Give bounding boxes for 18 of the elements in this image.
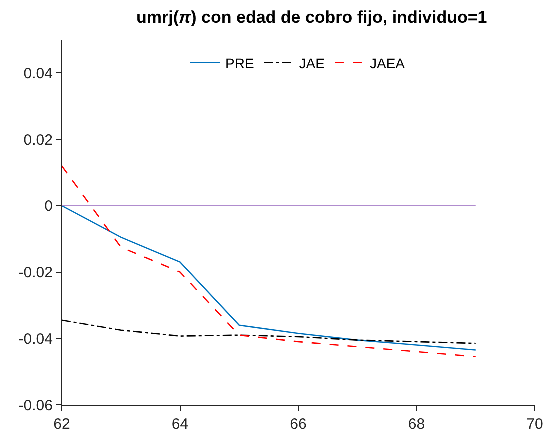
y-tick-label: -0.02 bbox=[18, 264, 53, 282]
y-tick-label: -0.04 bbox=[18, 330, 53, 348]
line-series bbox=[62, 320, 477, 344]
chart-title: umrj(π) con edad de cobro fijo, individuo=1 bbox=[136, 8, 488, 28]
legend-label: JAE bbox=[299, 55, 325, 72]
x-tick-label: 66 bbox=[290, 416, 307, 433]
y-tick-label: 0.04 bbox=[24, 65, 53, 82]
legend-label: JAEA bbox=[370, 55, 406, 72]
legend-label: PRE bbox=[226, 55, 254, 72]
line-series bbox=[62, 165, 477, 358]
x-tick-label: 70 bbox=[526, 416, 544, 433]
y-tick-label: -0.06 bbox=[18, 397, 53, 414]
x-tick-label: 68 bbox=[408, 416, 426, 433]
y-tick-label: 0.02 bbox=[24, 132, 53, 149]
x-tick-label: 62 bbox=[54, 416, 70, 433]
line-series bbox=[62, 205, 477, 351]
y-tick-label: 0 bbox=[44, 198, 53, 216]
x-tick-label: 64 bbox=[172, 416, 189, 433]
